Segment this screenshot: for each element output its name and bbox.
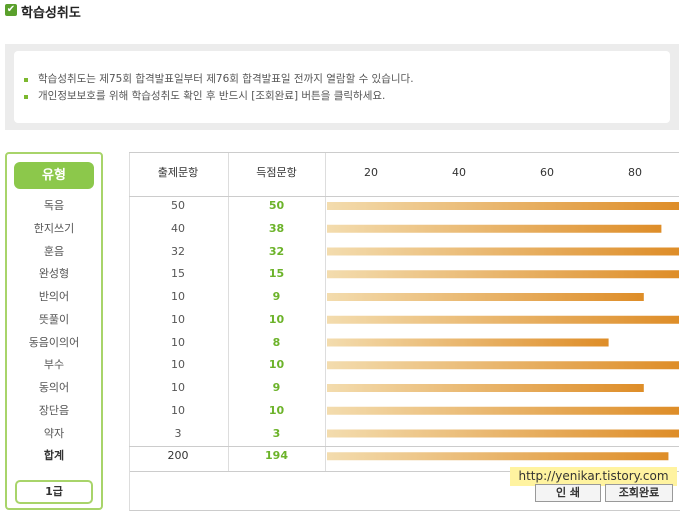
- score-bar: [327, 361, 679, 370]
- header-rule: [129, 196, 679, 197]
- score-cell: 10: [268, 358, 285, 372]
- print-button[interactable]: 인 쇄: [535, 484, 601, 502]
- notice-line: 개인정보보호를 위해 학습성취도 확인 후 반드시 [조회완료] 버튼을 클릭하…: [38, 90, 386, 102]
- scale-label: 80: [628, 166, 642, 179]
- total-cell: 10: [171, 403, 185, 417]
- total-cell: 40: [171, 221, 185, 235]
- score-bar: [327, 429, 679, 438]
- score-bar: [327, 224, 662, 233]
- title-icon: ✔: [5, 4, 17, 16]
- score-cell: 9: [272, 290, 281, 303]
- total-cell: 3: [174, 426, 182, 440]
- score-bar: [327, 293, 644, 301]
- score-bar: [327, 202, 679, 210]
- score-bar: [327, 452, 669, 461]
- footer-area: [129, 470, 680, 511]
- scale-label: 40: [452, 166, 466, 179]
- score-bar: [327, 315, 679, 324]
- type-label: 합계: [43, 449, 65, 463]
- type-label: 동의어: [38, 381, 70, 394]
- level-button[interactable]: 1급: [15, 480, 93, 504]
- page-title: 학습성취도: [21, 6, 81, 21]
- notice-box: 학습성취도는 제75회 합격발표일부터 제76회 합격발표일 전까지 열람할 수…: [5, 44, 679, 130]
- total-cell: 15: [171, 267, 185, 281]
- score-cell: 50: [268, 199, 285, 212]
- watermark: http://yenikar.tistory.com: [510, 467, 677, 486]
- bullet: [24, 95, 28, 99]
- score-cell: 38: [268, 221, 285, 235]
- type-label: 부수: [43, 358, 65, 372]
- notice-line: 학습성취도는 제75회 합격발표일부터 제76회 합격발표일 전까지 열람할 수…: [38, 73, 414, 85]
- type-label: 한지쓰기: [33, 221, 75, 235]
- notice-inner: 학습성취도는 제75회 합격발표일부터 제76회 합격발표일 전까지 열람할 수…: [14, 51, 670, 123]
- scale-label: 60: [540, 166, 554, 179]
- score-bar: [327, 247, 679, 256]
- score-bar: [327, 338, 609, 347]
- type-label: 약자: [43, 426, 65, 440]
- sidebar: 유형 1급: [5, 152, 103, 510]
- total-cell: 50: [171, 199, 185, 212]
- scale-label: 20: [364, 166, 378, 179]
- type-label: 뜻풀이: [38, 312, 70, 326]
- total-cell: 10: [171, 335, 185, 349]
- total-cell: 32: [171, 244, 185, 258]
- type-label: 완성형: [38, 267, 70, 281]
- score-cell: 10: [268, 403, 285, 417]
- score-cell: 3: [272, 426, 281, 440]
- type-label: 훈음: [43, 244, 65, 258]
- type-label: 반의어: [38, 290, 70, 303]
- score-cell: 10: [268, 312, 285, 326]
- column-header: 출제문항: [157, 166, 199, 179]
- score-cell: 9: [272, 381, 281, 394]
- type-label: 장단음: [38, 403, 70, 417]
- total-cell: 10: [171, 358, 185, 372]
- score-bar: [327, 270, 679, 279]
- table: [129, 152, 679, 472]
- total-cell: 10: [171, 381, 185, 394]
- sidebar-heading: 유형: [14, 162, 94, 189]
- total-cell: 10: [171, 312, 185, 326]
- column-header: 득점문항: [256, 166, 297, 179]
- score-cell: 32: [268, 244, 285, 258]
- type-label: 동음이의어: [28, 335, 80, 349]
- score-cell: 15: [268, 267, 285, 281]
- sum-rule: [129, 446, 679, 447]
- score-bar: [327, 384, 644, 392]
- score-cell: 8: [272, 335, 281, 349]
- type-label: 독음: [43, 199, 65, 212]
- col-border: [129, 153, 229, 471]
- score-bar: [327, 406, 679, 415]
- bullet: [24, 78, 28, 82]
- complete-button[interactable]: 조회완료: [605, 484, 673, 502]
- total-cell: 200: [167, 449, 189, 463]
- col-border: [227, 153, 326, 471]
- score-cell: 194: [265, 449, 288, 463]
- total-cell: 10: [171, 290, 185, 303]
